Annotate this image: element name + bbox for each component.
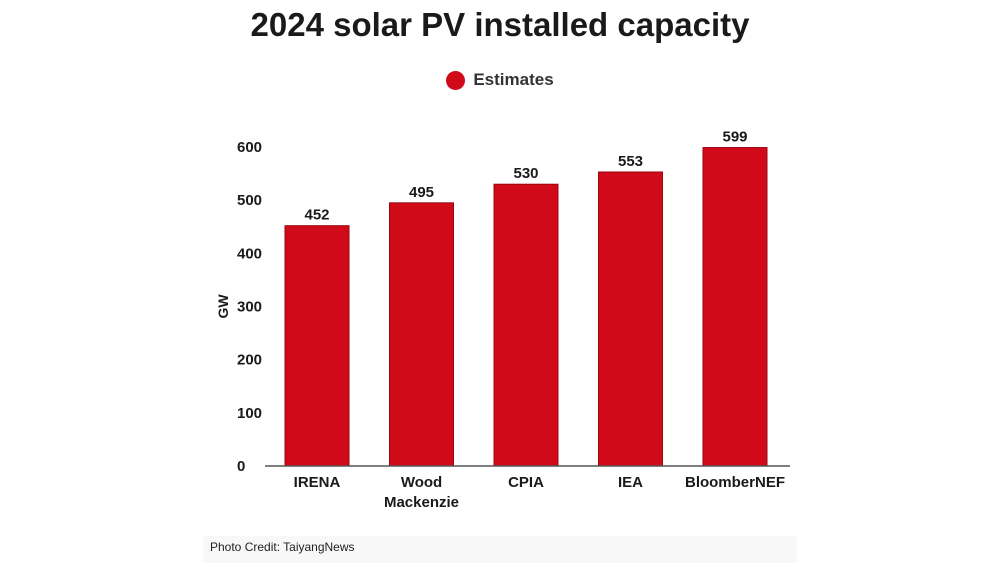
legend: Estimates — [0, 70, 1000, 90]
chart-title: 2024 solar PV installed capacity — [250, 6, 750, 43]
y-tick-label: 200 — [237, 352, 262, 369]
y-tick-label: 400 — [237, 245, 262, 262]
x-tick-label: CPIA — [508, 474, 544, 491]
bar — [493, 183, 559, 467]
y-tick-label: 600 — [237, 139, 262, 156]
x-tick-label: IEA — [618, 474, 643, 491]
x-tick-label: BloomberNEF — [685, 474, 785, 491]
data-label: 530 — [513, 165, 538, 182]
x-tick-label: IRENA — [294, 474, 341, 491]
photo-credit: Photo Credit: TaiyangNews — [210, 540, 355, 554]
y-axis-label: GW — [215, 294, 231, 319]
bar — [284, 225, 350, 467]
data-label: 553 — [618, 153, 643, 170]
data-label: 495 — [409, 184, 434, 201]
y-tick-label: 300 — [237, 299, 262, 316]
y-tick-label: 100 — [237, 405, 262, 422]
data-label: 452 — [304, 207, 329, 224]
bar — [389, 202, 454, 467]
x-tick-label: Wood Mackenzie — [384, 474, 459, 511]
legend-swatch — [446, 70, 466, 90]
bar — [702, 147, 768, 467]
credit-bar — [203, 536, 797, 563]
data-label: 599 — [722, 129, 747, 146]
y-tick-label: 0 — [237, 458, 245, 475]
legend-label: Estimates — [473, 70, 554, 89]
y-tick-label: 500 — [237, 192, 262, 209]
bar — [598, 171, 663, 467]
